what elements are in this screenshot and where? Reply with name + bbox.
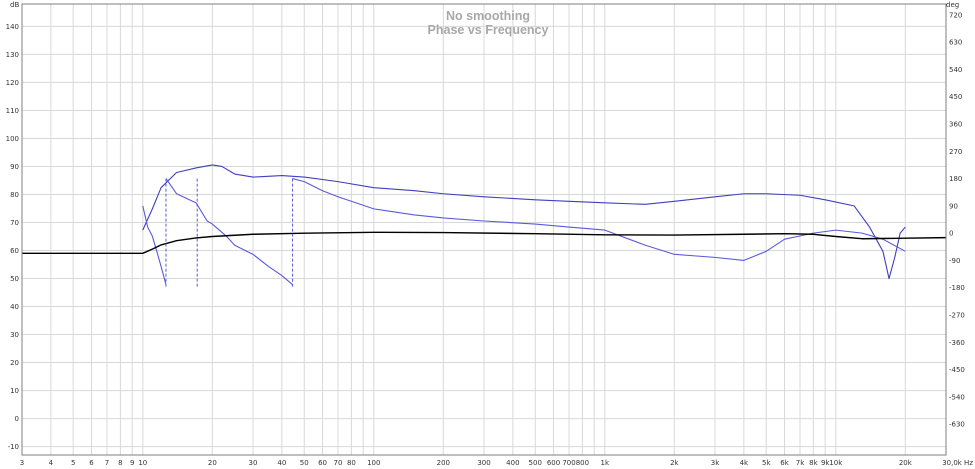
- x-tick-label: 10k: [829, 459, 843, 467]
- x-tick-label: 30,0k Hz: [942, 459, 973, 467]
- x-tick-label: 50: [300, 459, 309, 467]
- x-tick-label: 4: [49, 459, 54, 467]
- left-tick-label: 70: [10, 219, 19, 227]
- x-tick-label: 600: [547, 459, 560, 467]
- tick-labels: 3 4 5 6 7 8 9 10 20 30 40 50 60 70 80 100 200 300 400 500 60…: [6, 11, 974, 467]
- series-line-0: [22, 231, 947, 255]
- left-tick-label: 10: [10, 387, 19, 395]
- left-tick-label: 40: [10, 303, 19, 311]
- x-tick-label: 7: [105, 459, 109, 467]
- left-tick-label: 30: [10, 331, 19, 339]
- left-tick-label: -10: [8, 443, 19, 451]
- chart-subtitle: Phase vs Frequency: [428, 23, 549, 37]
- right-tick-label: 540: [949, 66, 962, 74]
- x-tick-label: 500: [529, 459, 542, 467]
- right-tick-label: 630: [949, 39, 962, 47]
- x-tick-label: 6: [89, 459, 94, 467]
- right-tick-label: 720: [949, 11, 962, 19]
- right-tick-label: -270: [949, 311, 965, 319]
- left-tick-label: 90: [10, 163, 19, 171]
- right-tick-label: -450: [949, 366, 965, 374]
- left-tick-label: 60: [10, 247, 19, 255]
- x-tick-label: 70: [334, 459, 343, 467]
- x-tick-label: 300: [477, 459, 490, 467]
- right-tick-label: -540: [949, 393, 965, 401]
- left-tick-label: 100: [6, 135, 19, 143]
- x-tick-label: 200: [437, 459, 450, 467]
- x-tick-label: 3k: [711, 459, 720, 467]
- x-tick-label: 2k: [670, 459, 679, 467]
- right-tick-label: -180: [949, 284, 965, 292]
- right-axis-unit: deg: [946, 1, 959, 9]
- x-tick-label: 7k: [796, 459, 805, 467]
- left-tick-label: 110: [6, 107, 19, 115]
- x-tick-label: 5: [71, 459, 75, 467]
- right-tick-label: 90: [949, 202, 958, 210]
- x-tick-label: 4k: [740, 459, 749, 467]
- x-tick-label: 10: [138, 459, 147, 467]
- plot-border: [21, 3, 947, 456]
- series-layer: [22, 164, 947, 288]
- chart-title: No smoothing: [446, 9, 530, 23]
- left-tick-label: 140: [6, 23, 19, 31]
- left-tick-label: 80: [10, 191, 19, 199]
- x-tick-label: 3: [20, 459, 24, 467]
- right-tick-label: 0: [949, 230, 953, 238]
- x-tick-label: 100: [367, 459, 380, 467]
- right-tick-label: -360: [949, 339, 965, 347]
- x-tick-label: 9: [130, 459, 134, 467]
- x-tick-label: 1k: [601, 459, 610, 467]
- right-tick-label: 450: [949, 93, 962, 101]
- x-tick-label: 800: [576, 459, 589, 467]
- x-tick-label: 5k: [762, 459, 771, 467]
- left-tick-label: 0: [15, 415, 19, 423]
- x-tick-label: 40: [277, 459, 286, 467]
- x-tick-label: 20: [208, 459, 217, 467]
- right-tick-label: -90: [949, 257, 960, 265]
- x-tick-label: 400: [506, 459, 519, 467]
- x-tick-label: 60: [318, 459, 327, 467]
- x-tick-label: 9k: [821, 459, 830, 467]
- right-tick-label: 360: [949, 121, 962, 129]
- x-tick-label: 700: [562, 459, 575, 467]
- left-tick-label: 20: [10, 359, 19, 367]
- series-line-1: [142, 164, 906, 280]
- left-axis-unit: dB: [10, 1, 19, 9]
- x-tick-label: 8k: [809, 459, 818, 467]
- x-tick-label: 6k: [780, 459, 789, 467]
- x-tick-label: 30: [249, 459, 258, 467]
- left-tick-label: 130: [6, 51, 19, 59]
- right-tick-label: 180: [949, 175, 962, 183]
- left-tick-label: 120: [6, 79, 19, 87]
- x-tick-label: 20k: [899, 459, 913, 467]
- right-tick-label: -630: [949, 421, 965, 429]
- x-tick-label: 8: [118, 459, 122, 467]
- right-tick-label: 270: [949, 148, 962, 156]
- x-tick-label: 80: [347, 459, 356, 467]
- left-tick-label: 50: [10, 275, 19, 283]
